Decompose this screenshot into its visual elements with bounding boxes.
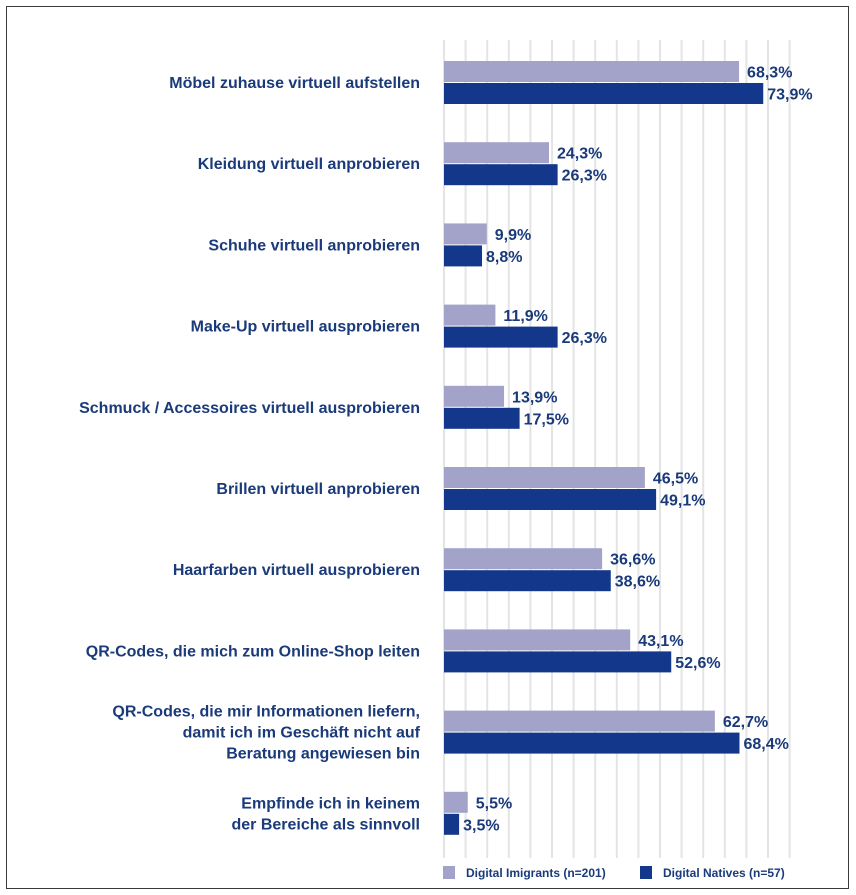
data-label: 38,6% xyxy=(615,574,660,591)
category-label: Kleidung virtuell anprobieren xyxy=(198,156,420,173)
data-label: 3,5% xyxy=(463,817,499,834)
data-label: 46,5% xyxy=(653,471,698,488)
data-label: 68,4% xyxy=(743,736,788,753)
bar-digital-imigrants xyxy=(444,142,549,164)
data-label: 52,6% xyxy=(675,655,720,672)
bar-digital-imigrants xyxy=(444,223,487,245)
category-label: QR-Codes, die mich zum Online-Shop leite… xyxy=(86,643,420,660)
data-label: 13,9% xyxy=(512,389,557,406)
data-label: 73,9% xyxy=(767,87,812,104)
data-label: 26,3% xyxy=(562,168,607,185)
bar-digital-imigrants xyxy=(444,304,496,326)
category-label: der Bereiche als sinnvoll xyxy=(231,816,420,833)
category-label: Schmuck / Accessoires virtuell ausprobie… xyxy=(79,400,420,417)
legend-label-digital-imigrants: Digital Imigrants (n=201) xyxy=(466,866,606,880)
bar-digital-natives xyxy=(444,164,558,186)
bar-digital-natives xyxy=(444,651,672,673)
bar-digital-natives xyxy=(444,489,657,510)
category-label: damit ich im Geschäft nicht auf xyxy=(183,725,421,742)
legend-swatch-digital-natives xyxy=(640,866,652,879)
category-label: Möbel zuhause virtuell aufstellen xyxy=(169,75,420,92)
legend-label-digital-natives: Digital Natives (n=57) xyxy=(663,866,785,880)
bar-digital-natives xyxy=(444,732,740,754)
category-label: Haarfarben virtuell ausprobieren xyxy=(173,562,420,579)
data-label: 43,1% xyxy=(638,633,683,650)
bar-digital-imigrants xyxy=(444,467,645,488)
bar-digital-natives xyxy=(444,570,611,592)
category-label: Brillen virtuell anprobieren xyxy=(216,481,420,498)
data-label: 17,5% xyxy=(524,411,569,428)
data-label: 24,3% xyxy=(557,146,602,163)
bar-digital-imigrants xyxy=(444,629,631,651)
data-label: 8,8% xyxy=(486,249,522,266)
data-label: 49,1% xyxy=(660,493,705,510)
bar-digital-imigrants xyxy=(444,710,715,732)
category-label: QR-Codes, die mir Informationen liefern, xyxy=(112,704,420,721)
bar-digital-natives xyxy=(444,813,460,835)
category-label: Empfinde ich in keinem xyxy=(241,795,420,812)
data-label: 68,3% xyxy=(747,65,792,82)
bar-digital-natives xyxy=(444,326,558,348)
data-label: 36,6% xyxy=(610,552,655,569)
data-label: 26,3% xyxy=(562,330,607,347)
category-label: Schuhe virtuell anprobieren xyxy=(208,237,420,254)
bar-digital-natives xyxy=(444,83,764,104)
bar-digital-natives xyxy=(444,407,520,429)
bar-digital-imigrants xyxy=(444,548,603,570)
legend-swatch-digital-imigrants xyxy=(443,866,455,879)
category-label: Make-Up virtuell ausprobieren xyxy=(191,319,420,336)
data-label: 11,9% xyxy=(503,308,547,325)
bar-digital-imigrants xyxy=(444,385,505,407)
bar-digital-imigrants xyxy=(444,61,740,82)
bar-digital-natives xyxy=(444,245,483,267)
data-label: 62,7% xyxy=(723,714,768,731)
data-label: 5,5% xyxy=(476,795,512,812)
data-label: 9,9% xyxy=(495,227,531,244)
category-label: Beratung angewiesen bin xyxy=(226,746,420,763)
bar-digital-imigrants xyxy=(444,791,468,813)
